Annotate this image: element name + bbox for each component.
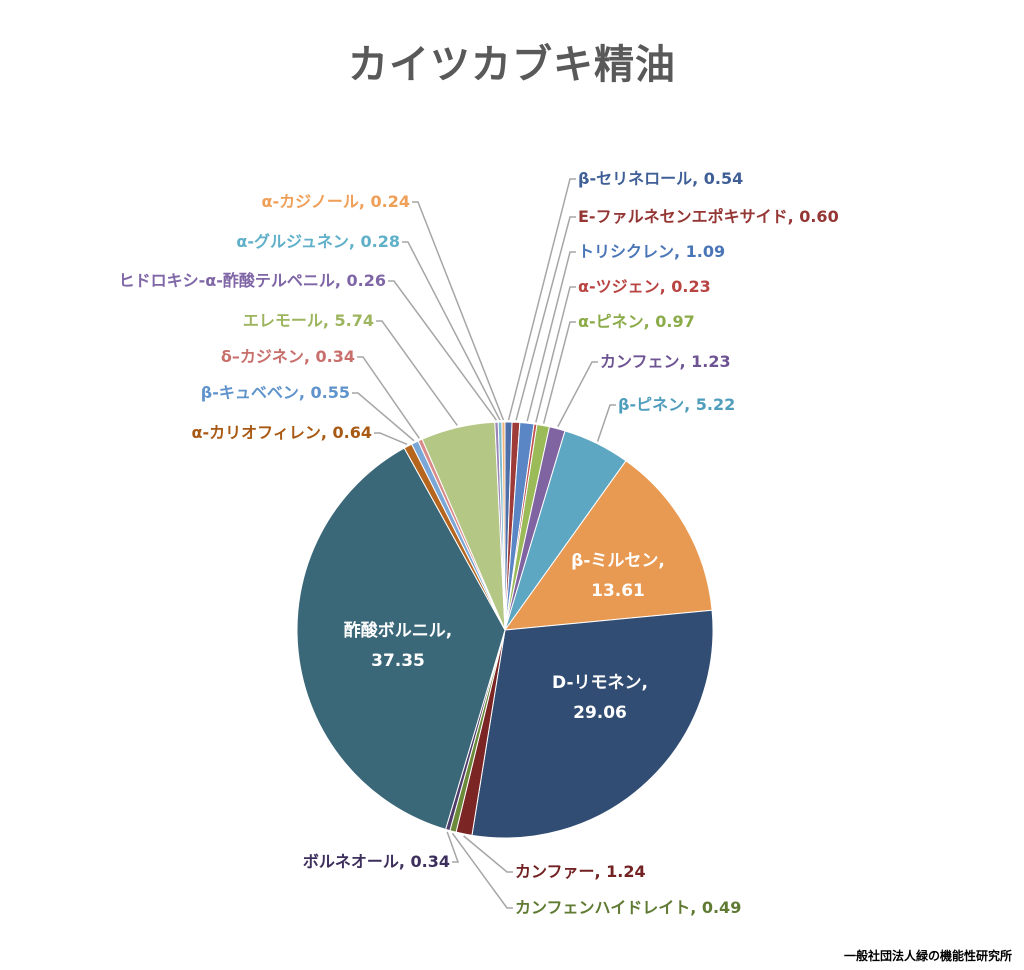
- leader-line-3: [535, 286, 576, 423]
- data-label-7-line-1: 13.61: [591, 581, 645, 601]
- data-label-12-line-1: 37.35: [371, 651, 425, 671]
- data-label-18: α-グルジュネン, 0.28: [236, 232, 400, 251]
- leader-line-0: [507, 178, 576, 421]
- leader-line-19: [412, 201, 505, 421]
- leader-line-1: [515, 216, 576, 421]
- data-label-14: β-キュベベン, 0.55: [201, 383, 350, 402]
- leader-line-17: [388, 280, 498, 421]
- leader-line-10: [451, 832, 513, 909]
- data-label-2: トリシクレン, 1.09: [578, 242, 725, 261]
- leader-line-4: [542, 321, 576, 424]
- data-label-16: エレモール, 5.74: [243, 311, 374, 330]
- data-label-19: α-カジノール, 0.24: [262, 192, 410, 211]
- data-label-7-line-0: β-ミルセン,: [571, 551, 665, 571]
- leader-line-15: [357, 356, 420, 439]
- leader-line-14: [352, 392, 415, 442]
- pie-slice-12: [296, 447, 506, 830]
- data-label-4: α-ピネン, 0.97: [578, 312, 695, 331]
- pie-slice-8: [471, 609, 714, 839]
- leader-line-5: [557, 361, 598, 428]
- data-label-0: β-セリネロール, 0.54: [578, 169, 743, 188]
- data-label-1: E-ファルネセンエポキサイド, 0.60: [578, 207, 839, 226]
- data-label-5: カンフェン, 1.23: [600, 352, 731, 371]
- data-label-11: ボルネオール, 0.34: [303, 852, 450, 871]
- pie-slice-7: [503, 460, 713, 631]
- chart-title: カイツカブキ精油: [348, 42, 676, 88]
- data-label-8-line-1: 29.06: [573, 703, 627, 723]
- data-label-9: カンファー, 1.24: [515, 862, 646, 881]
- credit-text: 一般社団法人緑の機能性研究所: [843, 949, 1012, 963]
- pie-slice-19: [501, 421, 506, 631]
- leader-line-11: [446, 831, 460, 863]
- data-label-12-line-0: 酢酸ボルニル,: [344, 620, 452, 641]
- data-label-13: α-カリオフィレン, 0.64: [192, 423, 372, 442]
- leader-line-13: [374, 432, 408, 445]
- data-label-6: β-ピネン, 5.22: [618, 395, 735, 414]
- data-label-8-line-0: D-リモネン,: [552, 673, 648, 693]
- leader-line-9: [463, 835, 513, 873]
- data-label-15: δ–カジネン, 0.34: [221, 347, 355, 366]
- leader-line-16: [376, 320, 458, 426]
- leader-line-2: [526, 251, 576, 422]
- data-label-3: α-ツジェン, 0.23: [578, 277, 711, 296]
- leader-line-6: [596, 404, 616, 442]
- data-label-17: ヒドロキシ-α-酢酸テルペニル, 0.26: [119, 271, 386, 290]
- data-label-10: カンフェンハイドレイト, 0.49: [515, 898, 741, 917]
- leader-line-18: [402, 241, 501, 421]
